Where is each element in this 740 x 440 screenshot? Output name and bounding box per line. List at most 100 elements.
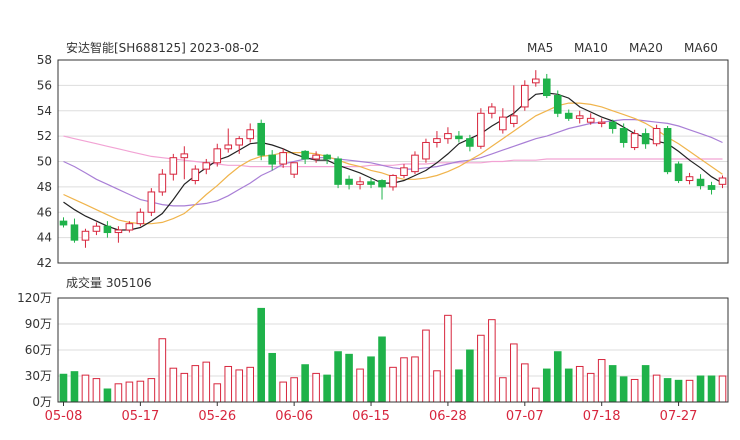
volume-bar <box>191 365 200 403</box>
volume-title: 成交量 305106 <box>66 275 152 290</box>
candle-body <box>630 133 639 149</box>
candle-body <box>531 78 540 84</box>
x-date-label: 05-08 <box>45 409 83 424</box>
candle-body <box>444 133 452 140</box>
candle-body <box>619 128 628 143</box>
candle-body <box>718 177 727 185</box>
candle-body <box>389 174 397 188</box>
candle-body <box>499 116 507 131</box>
candle-body <box>114 229 123 234</box>
candle-body <box>663 128 672 173</box>
candle-body <box>521 84 529 108</box>
price-tick-label: 56 <box>37 78 52 92</box>
candle-body <box>356 181 364 185</box>
volume-bar <box>268 352 276 403</box>
candle-body <box>378 180 386 188</box>
volume-bar <box>619 376 628 403</box>
candle-body <box>510 115 518 124</box>
volume-bar <box>499 377 507 403</box>
candle-body <box>92 225 101 232</box>
volume-tick-label: 0万 <box>32 395 52 409</box>
candle-body <box>641 133 650 145</box>
candle-body <box>312 154 320 160</box>
volume-bar <box>169 367 178 403</box>
volume-bar <box>542 368 551 403</box>
candle-body <box>400 167 408 176</box>
volume-bar <box>213 383 222 403</box>
candle-body <box>268 154 276 165</box>
x-date-label: 06-15 <box>352 409 390 424</box>
volume-axis-frame <box>57 297 729 403</box>
candle-body <box>323 154 331 160</box>
volume-bar <box>564 368 573 403</box>
candle-body <box>586 117 595 123</box>
volume-bar <box>597 359 606 403</box>
volume-bar <box>652 374 661 403</box>
candle-body <box>707 185 716 190</box>
candle-body <box>367 181 375 185</box>
price-tick-label: 58 <box>37 53 52 67</box>
volume-bar <box>59 373 68 403</box>
volume-bar <box>630 378 639 403</box>
volume-bar <box>608 365 617 403</box>
volume-bar <box>389 366 397 403</box>
volume-bar <box>510 343 518 403</box>
volume-bar <box>531 387 540 403</box>
candle-body <box>477 112 485 147</box>
x-date-label: 05-26 <box>198 409 236 424</box>
volume-bar <box>477 334 485 403</box>
volume-bar <box>444 314 452 403</box>
x-date-label: 05-17 <box>121 409 159 424</box>
candle-body <box>213 148 222 164</box>
volume-bar <box>674 379 683 403</box>
candle-body <box>202 162 211 170</box>
x-date-label: 07-07 <box>506 409 544 424</box>
legend-ma60: MA60 <box>684 41 718 55</box>
candle-body <box>70 224 79 241</box>
price-axis-frame <box>57 59 729 264</box>
candle-body <box>191 168 200 182</box>
volume-bar <box>488 319 496 403</box>
candles-layer <box>59 70 727 248</box>
volume-bar <box>411 356 419 403</box>
volume-bar <box>521 363 529 403</box>
volume-bar <box>718 375 727 403</box>
volume-bar <box>575 365 584 403</box>
volume-bar <box>125 381 134 403</box>
candle-body <box>334 158 342 185</box>
candle-body <box>257 122 265 156</box>
volume-bar <box>586 372 595 403</box>
candle-body <box>564 112 573 119</box>
x-date-label: 07-27 <box>660 409 698 424</box>
price-tick-label: 42 <box>37 256 52 270</box>
candle-body <box>345 178 353 185</box>
x-date-label: 06-28 <box>429 409 467 424</box>
candle-body <box>147 191 156 213</box>
x-date-label: 07-18 <box>583 409 621 424</box>
volume-bar <box>158 338 167 403</box>
volume-bar <box>378 336 386 403</box>
price-tick-label: 54 <box>37 104 52 118</box>
price-tick-label: 52 <box>37 129 52 143</box>
volume-bar <box>422 329 430 403</box>
volume-bar <box>224 365 233 403</box>
candle-body <box>224 144 233 150</box>
candle-body <box>455 135 463 140</box>
volume-bar <box>136 380 145 403</box>
volume-tick-label: 90万 <box>25 317 52 331</box>
volume-bar <box>279 381 287 403</box>
candle-body <box>696 178 705 187</box>
candle-body <box>553 95 562 114</box>
candle-body <box>488 106 496 114</box>
candle-body <box>466 138 474 147</box>
volume-bar <box>707 375 716 403</box>
volume-bar <box>147 378 156 403</box>
legend-ma10: MA10 <box>574 41 608 55</box>
volume-bar <box>345 353 353 403</box>
candle-body <box>290 162 298 175</box>
volume-bar <box>466 349 474 403</box>
candle-body <box>608 121 617 130</box>
volume-bar <box>235 369 244 403</box>
ma10-line <box>63 102 723 225</box>
